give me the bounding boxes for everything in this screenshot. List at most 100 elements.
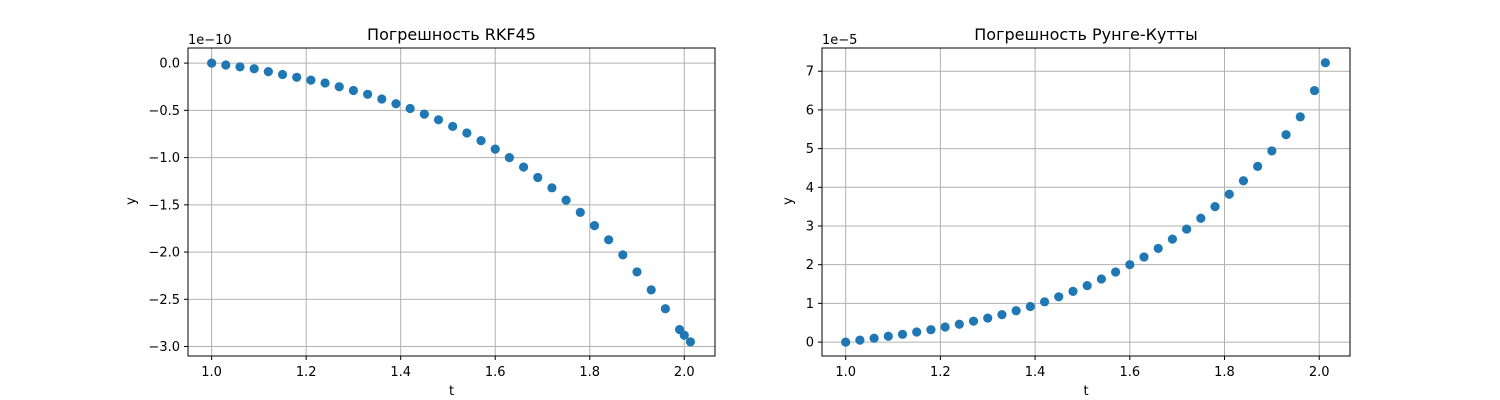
data-point-runge-kutta bbox=[841, 337, 851, 347]
y-tick-label-runge-kutta: 0 bbox=[806, 336, 814, 351]
data-point-rkf45 bbox=[604, 235, 614, 245]
data-point-rkf45 bbox=[348, 85, 359, 96]
data-point-rkf45 bbox=[263, 67, 273, 77]
y-tick-label-runge-kutta: 4 bbox=[806, 181, 814, 196]
data-point-runge-kutta bbox=[869, 333, 879, 343]
data-point-runge-kutta bbox=[1167, 234, 1178, 244]
data-point-runge-kutta bbox=[1068, 286, 1078, 296]
x-tick-label-rkf45: 1.8 bbox=[579, 365, 600, 380]
data-point-rkf45 bbox=[391, 99, 401, 109]
data-point-runge-kutta bbox=[1196, 213, 1206, 223]
offset-text-runge-kutta: 1e−5 bbox=[822, 33, 857, 48]
data-point-runge-kutta bbox=[883, 331, 893, 341]
data-point-rkf45 bbox=[575, 207, 585, 217]
y-tick-label-runge-kutta: 1 bbox=[806, 297, 814, 312]
data-point-runge-kutta bbox=[1153, 243, 1163, 254]
chart-title-runge-kutta: Погрешность Рунге-Кутты bbox=[974, 25, 1197, 44]
data-point-runge-kutta bbox=[1320, 58, 1330, 68]
data-point-runge-kutta bbox=[855, 335, 865, 345]
y-tick-label-rkf45: −2.0 bbox=[148, 246, 180, 261]
data-point-runge-kutta bbox=[1039, 297, 1050, 307]
data-point-rkf45 bbox=[334, 82, 344, 92]
data-point-runge-kutta bbox=[1295, 112, 1305, 122]
x-tick-label-rkf45: 1.2 bbox=[296, 365, 317, 380]
data-point-rkf45 bbox=[589, 221, 600, 231]
data-point-runge-kutta bbox=[1309, 85, 1320, 96]
y-tick-label-rkf45: −1.5 bbox=[148, 198, 180, 213]
data-point-runge-kutta bbox=[1082, 280, 1092, 291]
data-point-runge-kutta bbox=[1096, 274, 1106, 284]
data-point-runge-kutta bbox=[954, 319, 964, 329]
data-point-rkf45 bbox=[561, 195, 571, 205]
data-point-rkf45 bbox=[646, 285, 656, 295]
data-point-rkf45 bbox=[221, 60, 231, 70]
data-point-rkf45 bbox=[476, 135, 486, 146]
data-point-rkf45 bbox=[235, 62, 245, 72]
data-point-runge-kutta bbox=[1011, 306, 1021, 316]
data-point-rkf45 bbox=[363, 89, 373, 99]
data-point-rkf45 bbox=[419, 109, 429, 119]
y-tick-label-runge-kutta: 7 bbox=[806, 65, 814, 80]
data-point-rkf45 bbox=[462, 128, 472, 138]
data-point-rkf45 bbox=[632, 267, 642, 277]
data-point-rkf45 bbox=[292, 72, 302, 82]
y-tick-label-runge-kutta: 6 bbox=[806, 103, 814, 118]
y-axis-label-runge-kutta: y bbox=[781, 197, 796, 205]
data-point-runge-kutta bbox=[1238, 176, 1249, 186]
data-point-runge-kutta bbox=[1025, 301, 1035, 312]
data-point-rkf45 bbox=[207, 58, 217, 68]
data-point-rkf45 bbox=[685, 337, 696, 347]
rkf45-error-plot: Погрешность RKF45 1e−10 t y 1.0 1.2 1.4 1.6… bbox=[124, 25, 716, 399]
y-tick-label-rkf45: −0.5 bbox=[148, 104, 180, 119]
data-point-runge-kutta bbox=[1253, 161, 1263, 172]
data-point-rkf45 bbox=[306, 75, 316, 85]
data-point-runge-kutta bbox=[997, 309, 1007, 320]
x-tick-label-runge-kutta: 1.4 bbox=[1025, 365, 1046, 380]
y-tick-label-rkf45: −3.0 bbox=[148, 340, 180, 355]
offset-text-rkf45: 1e−10 bbox=[188, 33, 232, 48]
data-point-rkf45 bbox=[518, 162, 529, 172]
y-tick-label-runge-kutta: 5 bbox=[806, 142, 814, 157]
data-point-rkf45 bbox=[448, 121, 458, 132]
data-point-rkf45 bbox=[405, 103, 415, 114]
x-tick-label-rkf45: 1.0 bbox=[201, 365, 222, 380]
data-point-runge-kutta bbox=[1054, 292, 1064, 302]
plot-frame-rkf45 bbox=[187, 47, 716, 357]
x-tick-label-runge-kutta: 1.8 bbox=[1214, 365, 1235, 380]
x-tick-label-runge-kutta: 1.2 bbox=[930, 365, 951, 380]
data-point-runge-kutta bbox=[1267, 146, 1277, 156]
data-point-runge-kutta bbox=[968, 316, 979, 326]
data-point-runge-kutta bbox=[1224, 189, 1234, 199]
x-axis-label-rkf45: t bbox=[449, 384, 454, 399]
data-point-runge-kutta bbox=[1210, 202, 1220, 212]
data-point-runge-kutta bbox=[940, 322, 950, 332]
y-tick-label-rkf45: −1.0 bbox=[148, 151, 180, 166]
x-axis-label-runge-kutta: t bbox=[1083, 384, 1088, 399]
x-tick-label-rkf45: 2.0 bbox=[674, 365, 695, 380]
x-tick-label-rkf45: 1.4 bbox=[390, 365, 411, 380]
data-point-rkf45 bbox=[679, 330, 689, 340]
data-point-runge-kutta bbox=[897, 329, 908, 339]
data-point-rkf45 bbox=[377, 94, 387, 104]
data-point-runge-kutta bbox=[1139, 252, 1149, 262]
data-point-rkf45 bbox=[433, 115, 444, 125]
data-point-rkf45 bbox=[249, 64, 259, 74]
chart-title-rkf45: Погрешность RKF45 bbox=[367, 25, 536, 44]
data-point-rkf45 bbox=[277, 69, 288, 80]
data-point-rkf45 bbox=[490, 144, 500, 154]
data-point-rkf45 bbox=[320, 78, 330, 88]
data-point-runge-kutta bbox=[912, 327, 922, 337]
data-point-rkf45 bbox=[504, 152, 514, 163]
x-tick-label-rkf45: 1.6 bbox=[485, 365, 506, 380]
runge-kutta-error-plot: Погрешность Рунге-Кутты 1e−5 t y 1.0 1.2 1… bbox=[781, 25, 1351, 399]
data-point-rkf45 bbox=[618, 250, 628, 260]
x-tick-label-runge-kutta: 1.0 bbox=[835, 365, 856, 380]
plot-frame-runge-kutta bbox=[821, 47, 1351, 357]
y-axis-label-rkf45: y bbox=[124, 197, 139, 205]
data-point-runge-kutta bbox=[983, 313, 993, 323]
data-point-rkf45 bbox=[547, 183, 557, 193]
y-tick-label-rkf45: −2.5 bbox=[148, 293, 180, 308]
data-point-rkf45 bbox=[533, 172, 543, 183]
y-tick-label-runge-kutta: 2 bbox=[806, 258, 814, 273]
